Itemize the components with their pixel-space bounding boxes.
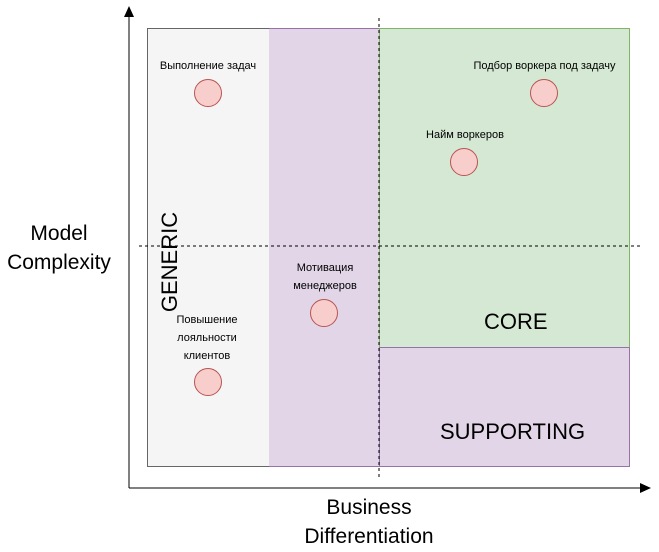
item-dot-worker-hiring [450, 148, 478, 176]
item-dot-worker-matching [530, 79, 558, 107]
item-label-manager-motivation: Мотивация менеджеров [275, 259, 375, 295]
supporting-strip-region [269, 28, 380, 467]
generic-label: GENERIC [157, 211, 182, 313]
item-dot-task-execution [194, 79, 222, 107]
core-label: CORE [484, 309, 548, 334]
item-label-manager-motivation-line2: менеджеров [293, 280, 357, 292]
item-label-customer-loyalty: Повышение лояльности клиентов [157, 311, 257, 365]
x-axis-arrow-icon [640, 483, 651, 493]
x-axis-title-line1: Business [326, 496, 412, 519]
y-axis-title-line1: Model [30, 222, 88, 245]
item-label-task-execution: Выполнение задач [159, 60, 257, 72]
supporting-region [379, 347, 630, 467]
item-label-customer-loyalty-line3: клиентов [183, 350, 231, 362]
x-axis-title-line2: Differentiation [304, 525, 434, 548]
item-label-customer-loyalty-line2: лояльности [177, 332, 237, 344]
item-label-worker-matching: Подбор воркера под задачу [473, 60, 616, 72]
item-label-manager-motivation-line1: Мотивация [296, 262, 354, 274]
item-label-worker-hiring: Найм воркеров [426, 129, 504, 141]
y-axis-arrow-icon [124, 6, 134, 17]
item-dot-customer-loyalty [194, 368, 222, 396]
item-dot-manager-motivation [310, 299, 338, 327]
item-label-customer-loyalty-line1: Повышение [176, 314, 238, 326]
supporting-label: SUPPORTING [440, 419, 586, 444]
x-axis-title: Business Differentiation [284, 493, 454, 551]
y-axis-title: Model Complexity [0, 219, 118, 277]
y-axis-title-line2: Complexity [7, 251, 111, 274]
